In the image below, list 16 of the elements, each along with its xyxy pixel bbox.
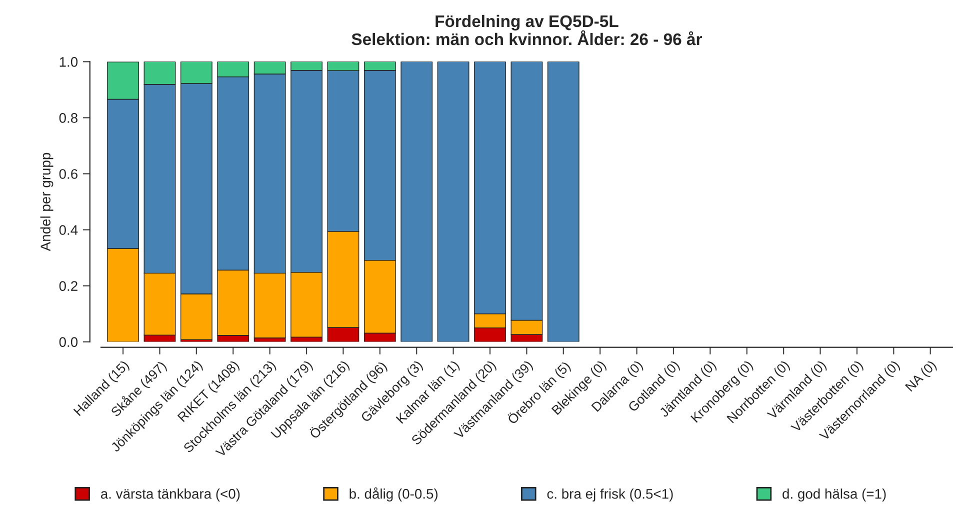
text: 1.0 [60,57,78,67]
legend-label: d. god hälsa (=1) [782,488,886,502]
bar [547,62,580,342]
text: 0.0 [59,337,78,347]
legend-label: c. bra ej frisk (0.5<1) [547,488,673,502]
chart-title: Fördelning av EQ5D-5L Selektion: män och kvinnor. Ålder: 26 - 96 år [352,14,702,46]
bar [437,62,470,342]
y-tick-label: 0.2 [59,281,78,291]
y-tick-label: 0.8 [59,113,78,123]
y-axis-title: Andel per grupp [40,152,54,252]
legend-label: a. värsta tänkbara (<0) [100,488,240,502]
legend-label: b. dålig (0-0.5) [350,487,438,502]
y-tick-label: 0.4 [59,225,78,235]
y-tick-label: 0.6 [59,169,78,179]
bar [400,62,433,342]
x-tick-label: NA (0) [904,360,938,394]
